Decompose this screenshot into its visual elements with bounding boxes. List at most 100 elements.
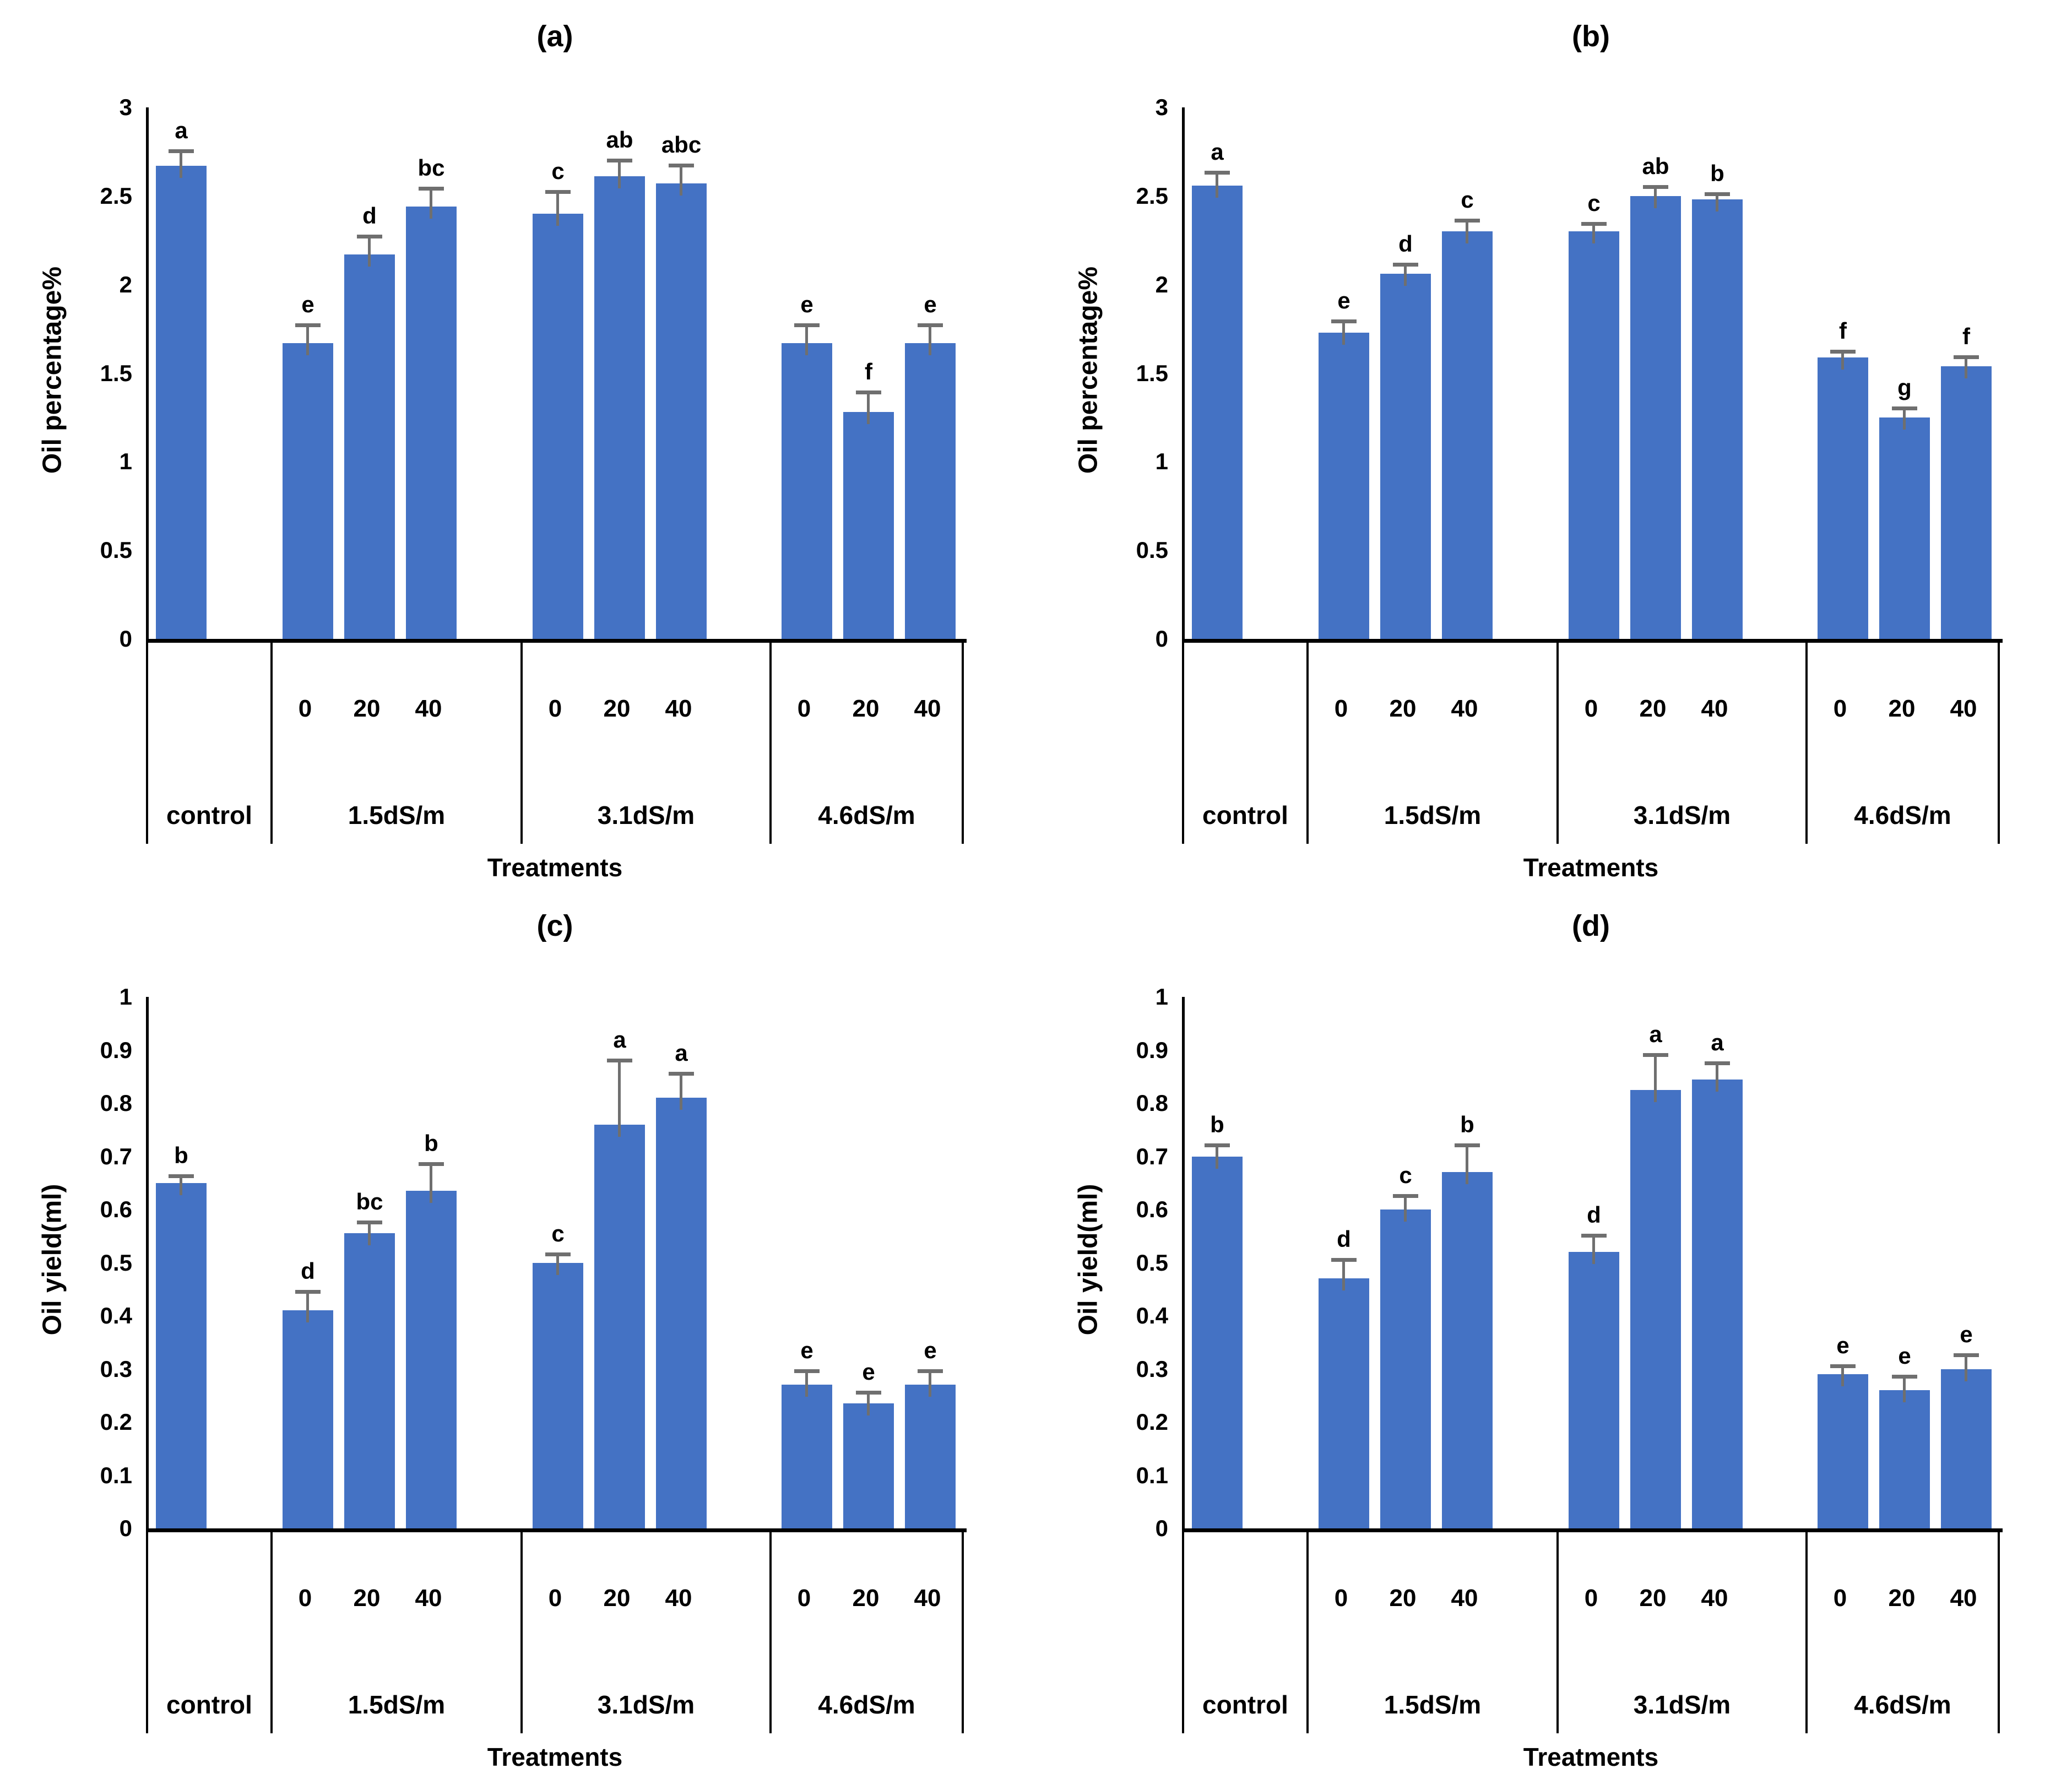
bar-group: e d c	[1311, 107, 1561, 639]
group-label: 3.1dS/m	[1633, 801, 1731, 829]
bar: d	[1319, 1226, 1369, 1528]
group-cell: 0 20 40 3.1dS/m	[523, 643, 772, 844]
error-bar-cap	[545, 190, 571, 194]
error-bar-whisker	[680, 1073, 682, 1110]
error-bar-cap	[295, 323, 321, 327]
bar: e	[843, 1359, 894, 1528]
bar: b	[406, 1130, 457, 1528]
dose-label: 0	[298, 1585, 312, 1612]
error-bar-cap	[794, 323, 820, 327]
significance-letter: d	[362, 202, 377, 229]
dose-row: 0 20 40	[1808, 1585, 1998, 1618]
error-bar-whisker	[867, 392, 870, 425]
bar: c	[1380, 1162, 1431, 1528]
y-tick-label: 0.4	[100, 1303, 132, 1328]
error-bar-cap	[1581, 222, 1607, 226]
bar: c	[533, 158, 583, 639]
significance-letter: a	[1711, 1029, 1724, 1055]
group-cell: 0 20 40 3.1dS/m	[1559, 643, 1808, 844]
y-tick-label: 0.2	[1136, 1409, 1168, 1435]
x-axis-title: Treatments	[1523, 1743, 1659, 1771]
error-bar-cap	[1954, 355, 1979, 359]
dose-label: 40	[1950, 695, 1977, 722]
error-bar-whisker	[1466, 220, 1468, 244]
y-tick-label: 0.8	[100, 1090, 132, 1116]
error-bar-whisker	[430, 188, 432, 219]
y-tick-label: 3	[119, 94, 132, 120]
y-tick-label: 0.7	[100, 1143, 132, 1169]
y-tick-label: 0.5	[1136, 1249, 1168, 1276]
group-cell: 0 20 40 1.5dS/m	[1309, 643, 1559, 844]
bar: d	[1569, 1202, 1619, 1528]
dose-label: 20	[1639, 1585, 1667, 1612]
error-bar-cap	[607, 1058, 632, 1062]
error-bar-whisker	[1592, 1236, 1595, 1265]
panel-b: (b) Oil percentage% 0 0.5 1 1.5 2 2.5 3 a e d c c ab b f…	[1036, 0, 2072, 890]
dose-label: 0	[797, 1585, 811, 1612]
error-bar-whisker	[1592, 224, 1595, 244]
bar-group: e f e	[774, 107, 967, 639]
bar: abc	[656, 132, 707, 639]
category-axis-table: control 0 20 40 1.5dS/m 0 20 40 3.1dS/m 0 20 40 4.6d…	[1182, 643, 2000, 844]
bar: ab	[1630, 153, 1681, 639]
y-tick-label: 0.7	[1136, 1143, 1168, 1169]
error-bar-cap	[794, 1369, 820, 1374]
category-axis-table: control 0 20 40 1.5dS/m 0 20 40 3.1dS/m 0 20 40 4.6d…	[146, 1532, 964, 1733]
group-cell: 0 20 40 4.6dS/m	[772, 643, 964, 844]
group-label: control	[1202, 801, 1288, 829]
error-bar-whisker	[1965, 1355, 1967, 1381]
error-bar-cap	[856, 1390, 881, 1395]
significance-letter: ab	[606, 126, 633, 153]
error-bar-cap	[1830, 349, 1856, 354]
dose-row: 0 20 40	[1559, 1585, 1805, 1618]
y-tick-label: 0.3	[1136, 1355, 1168, 1382]
y-tick-label: 0.2	[100, 1409, 132, 1435]
dose-label: 0	[1833, 695, 1847, 722]
group-cell: 0 20 40 3.1dS/m	[1559, 1532, 1808, 1733]
bar-group: c ab abc	[525, 107, 774, 639]
significance-letter: e	[862, 1358, 875, 1385]
significance-letter: c	[1461, 186, 1474, 213]
group-cell: 0 20 40 1.5dS/m	[273, 643, 523, 844]
significance-letter: g	[1897, 374, 1912, 400]
significance-letter: d	[301, 1257, 315, 1284]
y-tick-label: 2.5	[1136, 182, 1168, 209]
group-label: 4.6dS/m	[818, 1690, 915, 1719]
error-bar-cap	[1393, 263, 1418, 267]
dose-row	[148, 695, 270, 728]
group-cell: control	[146, 643, 273, 844]
significance-letter: e	[924, 1337, 937, 1364]
y-tick-label: 2	[1155, 271, 1168, 297]
bar-group: c a a	[525, 997, 774, 1528]
significance-letter: b	[174, 1142, 188, 1169]
chart-title: (d)	[1572, 909, 1610, 942]
error-bar-whisker	[805, 325, 808, 355]
significance-letter: c	[1587, 190, 1601, 216]
error-bar-cap	[1581, 1234, 1607, 1238]
significance-letter: e	[800, 1337, 813, 1364]
dose-row: 0 20 40	[523, 1585, 769, 1618]
bar: ab	[594, 127, 645, 639]
error-bar-cap	[1705, 192, 1730, 196]
group-label: 1.5dS/m	[1384, 1690, 1482, 1719]
y-tick-label: 0.3	[100, 1355, 132, 1382]
error-bar-cap	[918, 323, 943, 327]
dose-label: 20	[1389, 695, 1417, 722]
dose-label: 0	[548, 695, 562, 722]
error-bar-cap	[357, 234, 382, 238]
y-tick-label: 0.6	[100, 1196, 132, 1222]
bar: f	[1941, 323, 1992, 639]
bar: b	[1192, 1111, 1243, 1528]
significance-letter: c	[551, 158, 565, 185]
y-tick-label: 0.1	[1136, 1462, 1168, 1488]
y-tick-label: 1	[119, 984, 132, 1010]
x-axis-title: Treatments	[487, 1743, 623, 1771]
dose-label: 40	[1451, 1585, 1478, 1612]
dose-row: 0 20 40	[523, 695, 769, 728]
error-bar-cap	[419, 186, 444, 191]
bar: e	[1319, 288, 1369, 639]
bar: f	[1818, 318, 1868, 639]
error-bar-cap	[1892, 406, 1917, 410]
y-tick-label: 0.8	[1136, 1090, 1168, 1116]
